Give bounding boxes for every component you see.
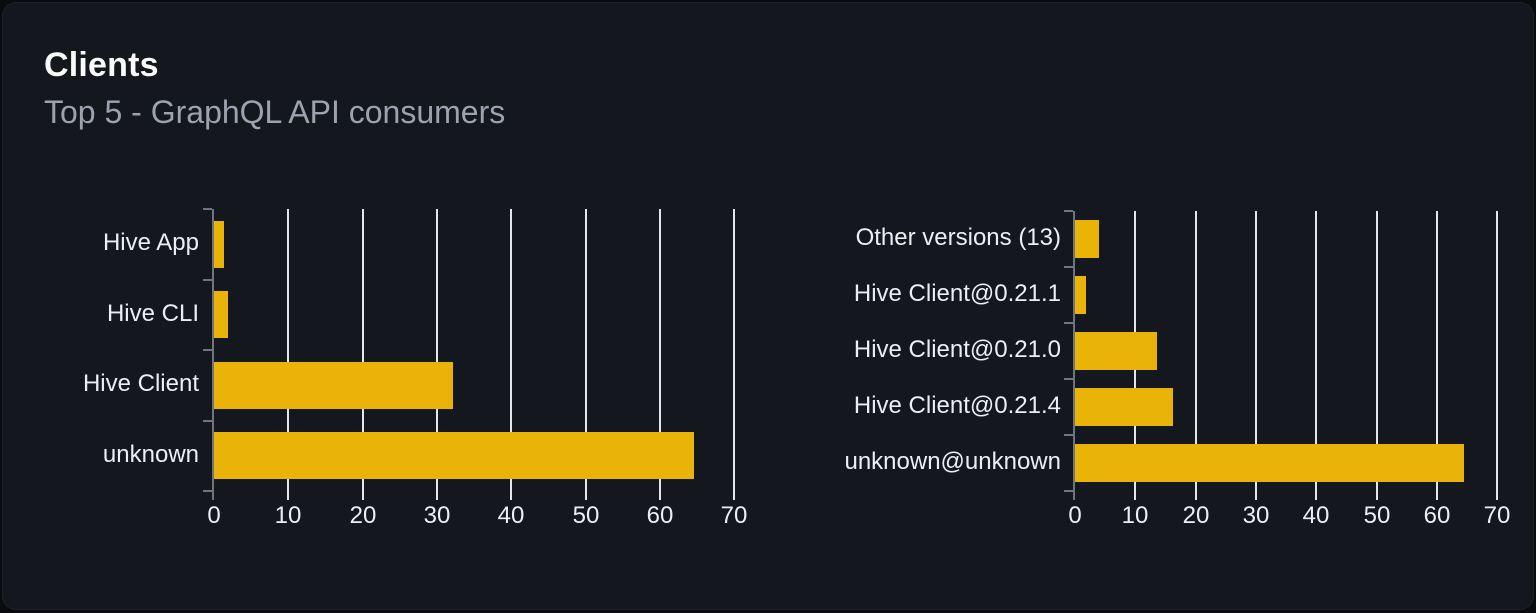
y-axis-tick bbox=[1064, 378, 1073, 380]
y-axis-tick bbox=[1064, 266, 1073, 268]
x-tick-label: 10 bbox=[274, 502, 302, 529]
bar-hive-client-0-21-0[interactable] bbox=[1075, 332, 1157, 370]
x-tick-label: 10 bbox=[1121, 502, 1149, 529]
y-axis-tick bbox=[1064, 434, 1073, 436]
x-gridline bbox=[1315, 211, 1318, 500]
y-axis-line bbox=[212, 209, 214, 500]
category-label-unknown-unknown: unknown@unknown bbox=[844, 448, 1061, 475]
y-axis-line bbox=[1073, 211, 1075, 500]
bar-hive-client[interactable] bbox=[214, 362, 453, 409]
x-tick-label: 30 bbox=[423, 502, 451, 529]
category-label-hive-client-0-21-0: Hive Client@0.21.0 bbox=[853, 336, 1061, 363]
bar-hive-cli[interactable] bbox=[214, 291, 228, 338]
x-tick-label: 0 bbox=[207, 502, 221, 529]
y-axis-tick bbox=[1064, 210, 1073, 212]
x-tick-label: 20 bbox=[1182, 502, 1210, 529]
y-axis-tick bbox=[1064, 322, 1073, 324]
bar-hive-client-0-21-4[interactable] bbox=[1075, 388, 1173, 426]
x-gridline bbox=[1375, 211, 1378, 500]
category-label-hive-client-0-21-4: Hive Client@0.21.4 bbox=[853, 392, 1061, 419]
bar-other-versions-13[interactable] bbox=[1075, 220, 1099, 258]
bar-unknown[interactable] bbox=[214, 432, 694, 479]
x-gridline bbox=[584, 209, 587, 500]
x-gridline bbox=[658, 209, 661, 500]
x-tick-label: 50 bbox=[572, 502, 600, 529]
x-tick-label: 40 bbox=[1302, 502, 1330, 529]
x-tick-label: 30 bbox=[1242, 502, 1270, 529]
x-gridline bbox=[1194, 211, 1197, 500]
bar-unknown-unknown[interactable] bbox=[1075, 444, 1464, 482]
category-label-hive-client: Hive Client bbox=[82, 370, 199, 397]
x-tick-label: 50 bbox=[1363, 502, 1391, 529]
y-axis-tick bbox=[203, 208, 212, 210]
x-gridline bbox=[733, 209, 736, 500]
x-gridline bbox=[361, 209, 364, 500]
x-tick-label: 70 bbox=[720, 502, 748, 529]
x-tick-label: 60 bbox=[1423, 502, 1451, 529]
y-axis-tick bbox=[203, 279, 212, 281]
category-label-hive-app: Hive App bbox=[102, 229, 199, 256]
category-label-other-versions-13: Other versions (13) bbox=[855, 224, 1061, 251]
y-axis-tick bbox=[203, 490, 212, 492]
y-axis-tick bbox=[203, 420, 212, 422]
x-gridline bbox=[1435, 211, 1438, 500]
x-gridline bbox=[435, 209, 438, 500]
x-tick-label: 20 bbox=[349, 502, 377, 529]
x-tick-label: 40 bbox=[497, 502, 525, 529]
y-axis-tick bbox=[203, 349, 212, 351]
panel-title: Clients bbox=[44, 46, 159, 84]
bar-hive-app[interactable] bbox=[214, 221, 224, 268]
bar-hive-client-0-21-1[interactable] bbox=[1075, 276, 1086, 314]
x-gridline bbox=[510, 209, 513, 500]
x-gridline bbox=[287, 209, 290, 500]
x-tick-label: 70 bbox=[1483, 502, 1511, 529]
x-tick-label: 60 bbox=[646, 502, 674, 529]
category-label-hive-cli: Hive CLI bbox=[106, 300, 199, 327]
category-label-unknown: unknown bbox=[102, 441, 199, 468]
y-axis-tick bbox=[1064, 490, 1073, 492]
x-gridline bbox=[1496, 211, 1499, 500]
x-gridline bbox=[1254, 211, 1257, 500]
x-tick-label: 0 bbox=[1068, 502, 1082, 529]
panel-subtitle: Top 5 - GraphQL API consumers bbox=[44, 94, 506, 130]
category-label-hive-client-0-21-1: Hive Client@0.21.1 bbox=[853, 280, 1061, 307]
